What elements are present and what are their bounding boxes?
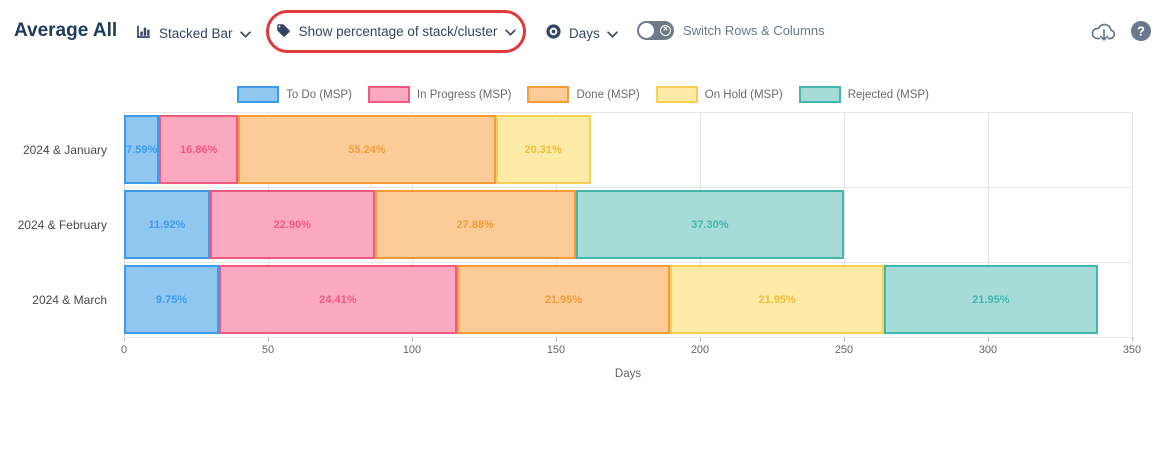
- tick-mark: [412, 337, 413, 341]
- bar-segment[interactable]: 22.90%: [209, 190, 375, 259]
- percentage-dropdown-label: Show percentage of stack/cluster: [298, 24, 498, 39]
- bar-segment[interactable]: 9.75%: [124, 265, 220, 334]
- bar-segment[interactable]: 24.41%: [219, 265, 457, 334]
- legend-label: In Progress (MSP): [416, 88, 512, 101]
- tick-mark: [988, 337, 989, 341]
- segment-percent-label: 11.92%: [148, 218, 186, 231]
- switch-rows-columns-toggle[interactable]: ✕: [637, 21, 674, 40]
- legend-swatch: [798, 86, 841, 103]
- legend-item[interactable]: Done (MSP): [527, 86, 640, 103]
- segment-percent-label: 7.59%: [126, 143, 158, 156]
- segment-percent-label: 16.86%: [180, 143, 218, 156]
- bar-segment[interactable]: 21.95%: [670, 265, 884, 334]
- bar-chart-icon: [135, 23, 152, 43]
- segment-percent-label: 21.95%: [972, 293, 1010, 306]
- segment-percent-label: 21.95%: [544, 293, 583, 306]
- target-icon: [545, 23, 562, 43]
- toggle-off-icon: ✕: [660, 24, 671, 36]
- annotation-oval: Show percentage of stack/cluster: [266, 10, 526, 53]
- x-tick-label: 250: [834, 344, 854, 356]
- unit-dropdown[interactable]: Days: [545, 21, 618, 45]
- bar-segment[interactable]: 7.59%: [124, 115, 160, 184]
- category-label: 2024 & March: [32, 292, 107, 307]
- legend-item[interactable]: Rejected (MSP): [798, 86, 929, 103]
- segment-percent-label: 20.31%: [524, 143, 562, 156]
- x-tick-label: 0: [120, 344, 128, 356]
- svg-text:?: ?: [1137, 24, 1145, 39]
- toggle-knob: [639, 23, 654, 38]
- switch-rows-columns-control: ✕ Switch Rows & Columns: [637, 21, 825, 40]
- cloud-download-icon[interactable]: [1091, 20, 1117, 42]
- x-tick-label: 300: [978, 344, 998, 356]
- tick-mark: [268, 337, 269, 341]
- tick-mark: [124, 337, 125, 341]
- x-tick-label: 150: [546, 344, 566, 356]
- bar-segment[interactable]: 11.92%: [124, 190, 210, 259]
- bar-segment[interactable]: 20.31%: [495, 115, 591, 184]
- segment-percent-label: 21.95%: [758, 293, 796, 306]
- chevron-down-icon: [505, 24, 517, 39]
- legend-label: Rejected (MSP): [847, 88, 929, 101]
- legend-swatch: [655, 86, 698, 103]
- bar-segment[interactable]: 37.30%: [575, 190, 845, 259]
- unit-dropdown-label: Days: [569, 25, 600, 41]
- legend-label: Done (MSP): [576, 88, 640, 101]
- row-separator: [124, 187, 1132, 188]
- segment-percent-label: 37.30%: [691, 218, 729, 231]
- chart-type-label: Stacked Bar: [159, 25, 233, 41]
- x-axis-title: Days: [614, 368, 642, 380]
- bar-segment[interactable]: 21.95%: [884, 265, 1098, 334]
- bar-segment[interactable]: 27.88%: [374, 190, 576, 259]
- x-tick-label: 100: [402, 344, 422, 356]
- chevron-down-icon: [239, 26, 251, 41]
- switch-rows-columns-label: Switch Rows & Columns: [683, 23, 825, 38]
- stacked-bar: 11.92% 22.90% 27.88% 37.30%: [124, 190, 845, 259]
- help-icon[interactable]: ?: [1130, 20, 1152, 42]
- stacked-bar: 7.59% 16.86% 55.24% 20.31%: [124, 115, 591, 184]
- bar-segment[interactable]: 55.24%: [238, 115, 496, 184]
- legend-label: To Do (MSP): [286, 88, 352, 101]
- legend-swatch: [527, 86, 570, 103]
- segment-percent-label: 24.41%: [319, 293, 357, 306]
- x-tick-label: 350: [1122, 344, 1142, 356]
- category-label: 2024 & January: [22, 142, 107, 157]
- tick-mark: [556, 337, 557, 341]
- x-tick-label: 200: [690, 344, 710, 356]
- legend-swatch: [237, 86, 280, 103]
- row-separator: [124, 262, 1132, 263]
- legend-item[interactable]: To Do (MSP): [237, 86, 352, 103]
- tick-mark: [1132, 337, 1133, 341]
- row-separator: [124, 112, 1132, 113]
- gridline: [1132, 112, 1133, 337]
- bar-segment[interactable]: 21.95%: [456, 265, 671, 334]
- chart-type-dropdown[interactable]: Stacked Bar: [135, 21, 251, 45]
- legend-swatch: [367, 86, 410, 103]
- page-title: Average All: [14, 20, 118, 41]
- gridline: [844, 112, 845, 337]
- segment-percent-label: 55.24%: [348, 143, 386, 156]
- stacked-bar: 9.75% 24.41% 21.95% 21.95% 21.95%: [124, 265, 1098, 334]
- corner-icons: ?: [1091, 20, 1152, 42]
- category-label: 2024 & February: [17, 217, 107, 232]
- legend-item[interactable]: On Hold (MSP): [655, 86, 783, 103]
- bar-segment[interactable]: 16.86%: [159, 115, 239, 184]
- x-tick-label: 50: [261, 344, 275, 356]
- tick-mark: [700, 337, 701, 341]
- legend-item[interactable]: In Progress (MSP): [367, 86, 512, 103]
- gridline: [988, 112, 989, 337]
- segment-percent-label: 9.75%: [155, 293, 188, 306]
- legend-label: On Hold (MSP): [704, 88, 783, 101]
- chart-legend: To Do (MSP) In Progress (MSP) Done (MSP) On…: [0, 86, 1166, 103]
- segment-percent-label: 22.90%: [273, 218, 311, 231]
- percentage-dropdown[interactable]: Show percentage of stack/cluster: [276, 23, 517, 41]
- segment-percent-label: 27.88%: [456, 218, 494, 231]
- plot-area: 0 50 100 150 200 250 300 350 Days 7.59% 16.86% 55.2…: [121, 112, 1141, 380]
- row-separator: [124, 337, 1132, 338]
- tick-mark: [844, 337, 845, 341]
- chevron-down-icon: [607, 26, 618, 41]
- tag-icon: [276, 23, 291, 41]
